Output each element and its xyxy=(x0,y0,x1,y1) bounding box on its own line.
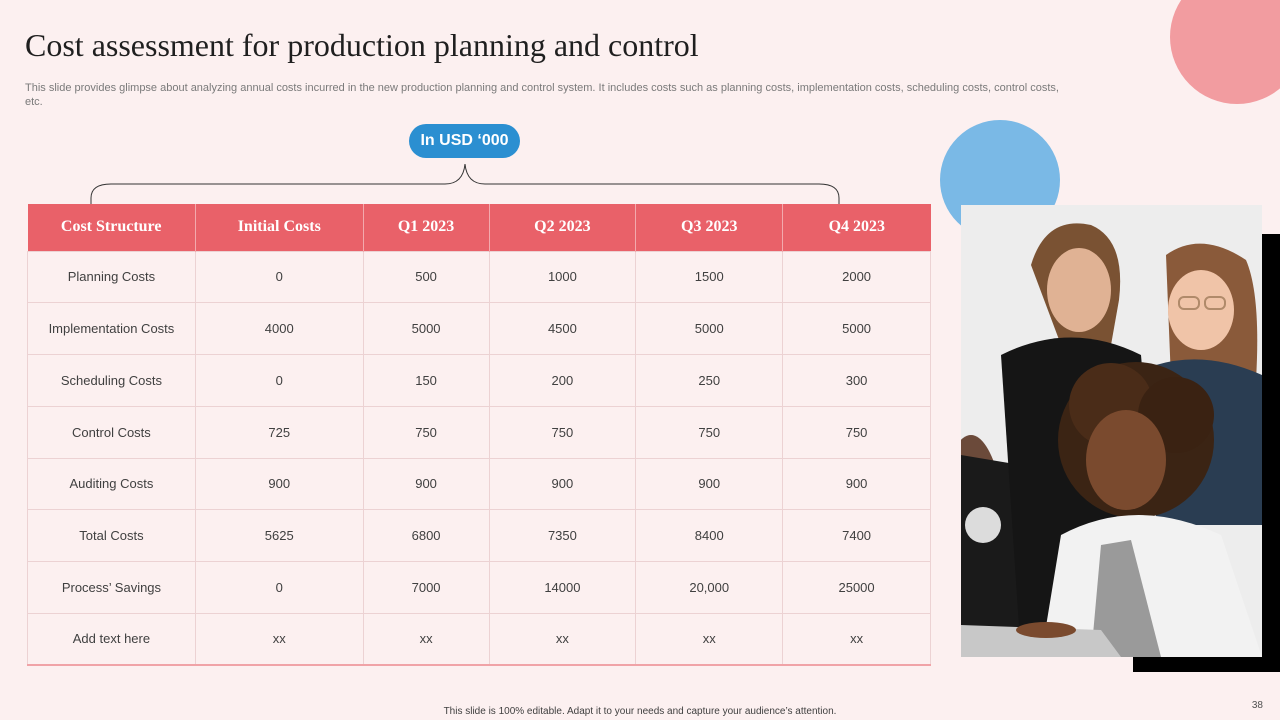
cell-q3-2023: 900 xyxy=(635,457,784,511)
cell-q2-2023: 7350 xyxy=(488,509,637,562)
cell-q4-2023: 5000 xyxy=(782,302,931,355)
table-row: Total Costs 5625 6800 7350 8400 7400 xyxy=(27,509,931,562)
cell-q4-2023: 2000 xyxy=(782,250,931,304)
cell-q4-2023: 300 xyxy=(782,354,931,407)
cell-q3-2023: 5000 xyxy=(635,302,784,355)
header-q2-2023: Q2 2023 xyxy=(488,204,636,251)
table-row: Auditing Costs 900 900 900 900 900 xyxy=(27,457,931,511)
cell-cost-structure: Add text here xyxy=(27,612,196,666)
bracket-connector xyxy=(90,163,840,206)
cell-q4-2023: 750 xyxy=(782,405,931,459)
cost-assessment-table: Cost Structure Initial Costs Q1 2023 Q2 … xyxy=(27,204,931,666)
header-cost-structure: Cost Structure xyxy=(27,204,196,251)
cell-q3-2023: 8400 xyxy=(635,509,784,562)
cell-cost-structure: Total Costs xyxy=(27,509,196,562)
slide-subtitle: This slide provides glimpse about analyz… xyxy=(25,82,1059,108)
cell-q1-2023: 900 xyxy=(362,457,490,511)
header-q4-2023: Q4 2023 xyxy=(782,204,931,251)
cell-q2-2023: 1000 xyxy=(488,250,637,304)
table-row: Planning Costs 0 500 1000 1500 2000 xyxy=(27,250,931,304)
cell-q3-2023: 1500 xyxy=(635,250,784,304)
cell-initial-costs: 725 xyxy=(194,405,364,459)
cell-q2-2023: 900 xyxy=(488,457,637,511)
cell-q2-2023: 14000 xyxy=(488,561,637,614)
cell-initial-costs: 5625 xyxy=(194,509,364,562)
cell-q1-2023: 150 xyxy=(362,354,490,407)
header-initial-costs: Initial Costs xyxy=(194,204,364,251)
cell-q3-2023: 750 xyxy=(635,405,784,459)
cell-initial-costs: 4000 xyxy=(194,302,364,355)
footer-note: This slide is 100% editable. Adapt it to… xyxy=(443,706,837,717)
team-photo xyxy=(961,205,1262,657)
cell-cost-structure: Auditing Costs xyxy=(27,457,196,511)
unit-label-pill: In USD ‘000 xyxy=(409,124,520,158)
cell-q2-2023: 4500 xyxy=(488,302,637,355)
cell-q4-2023: 7400 xyxy=(782,509,931,562)
cell-q1-2023: 5000 xyxy=(362,302,490,355)
table-row: Scheduling Costs 0 150 200 250 300 xyxy=(27,354,931,407)
cell-q2-2023: 750 xyxy=(488,405,637,459)
cell-q3-2023: xx xyxy=(635,612,784,666)
decorative-pink-circle xyxy=(1170,0,1280,104)
cell-cost-structure: Scheduling Costs xyxy=(27,354,196,407)
page-number: 38 xyxy=(1251,700,1263,711)
cell-initial-costs: 900 xyxy=(194,457,364,511)
cell-q1-2023: 6800 xyxy=(362,509,490,562)
cell-initial-costs: 0 xyxy=(194,250,364,304)
cell-cost-structure: Planning Costs xyxy=(27,250,196,304)
cell-q1-2023: xx xyxy=(362,612,490,666)
header-q3-2023: Q3 2023 xyxy=(635,204,783,251)
table-row: Add text here xx xx xx xx xx xyxy=(27,612,931,666)
cell-q1-2023: 500 xyxy=(362,250,490,304)
table-row: Process’ Savings 0 7000 14000 20,000 25000 xyxy=(27,561,931,614)
cell-q2-2023: 200 xyxy=(488,354,637,407)
slide-title: Cost assessment for production planning … xyxy=(25,27,699,63)
table-row: Implementation Costs 4000 5000 4500 5000 5000 xyxy=(27,302,931,355)
cell-initial-costs: xx xyxy=(194,612,364,666)
table-row: Control Costs 725 750 750 750 750 xyxy=(27,405,931,459)
cell-cost-structure: Process’ Savings xyxy=(27,561,196,614)
cell-cost-structure: Control Costs xyxy=(27,405,196,459)
cell-initial-costs: 0 xyxy=(194,354,364,407)
cell-q1-2023: 750 xyxy=(362,405,490,459)
cell-cost-structure: Implementation Costs xyxy=(27,302,196,355)
cell-q4-2023: xx xyxy=(782,612,931,666)
unit-label-text: In USD ‘000 xyxy=(420,132,509,149)
cell-q2-2023: xx xyxy=(488,612,637,666)
header-q1-2023: Q1 2023 xyxy=(362,204,489,251)
cell-q4-2023: 25000 xyxy=(782,561,931,614)
cell-initial-costs: 0 xyxy=(194,561,364,614)
cell-q3-2023: 250 xyxy=(635,354,784,407)
cell-q4-2023: 900 xyxy=(782,457,931,511)
table-header-row: Cost Structure Initial Costs Q1 2023 Q2 … xyxy=(27,204,931,251)
cell-q3-2023: 20,000 xyxy=(635,561,784,614)
cell-q1-2023: 7000 xyxy=(362,561,490,614)
